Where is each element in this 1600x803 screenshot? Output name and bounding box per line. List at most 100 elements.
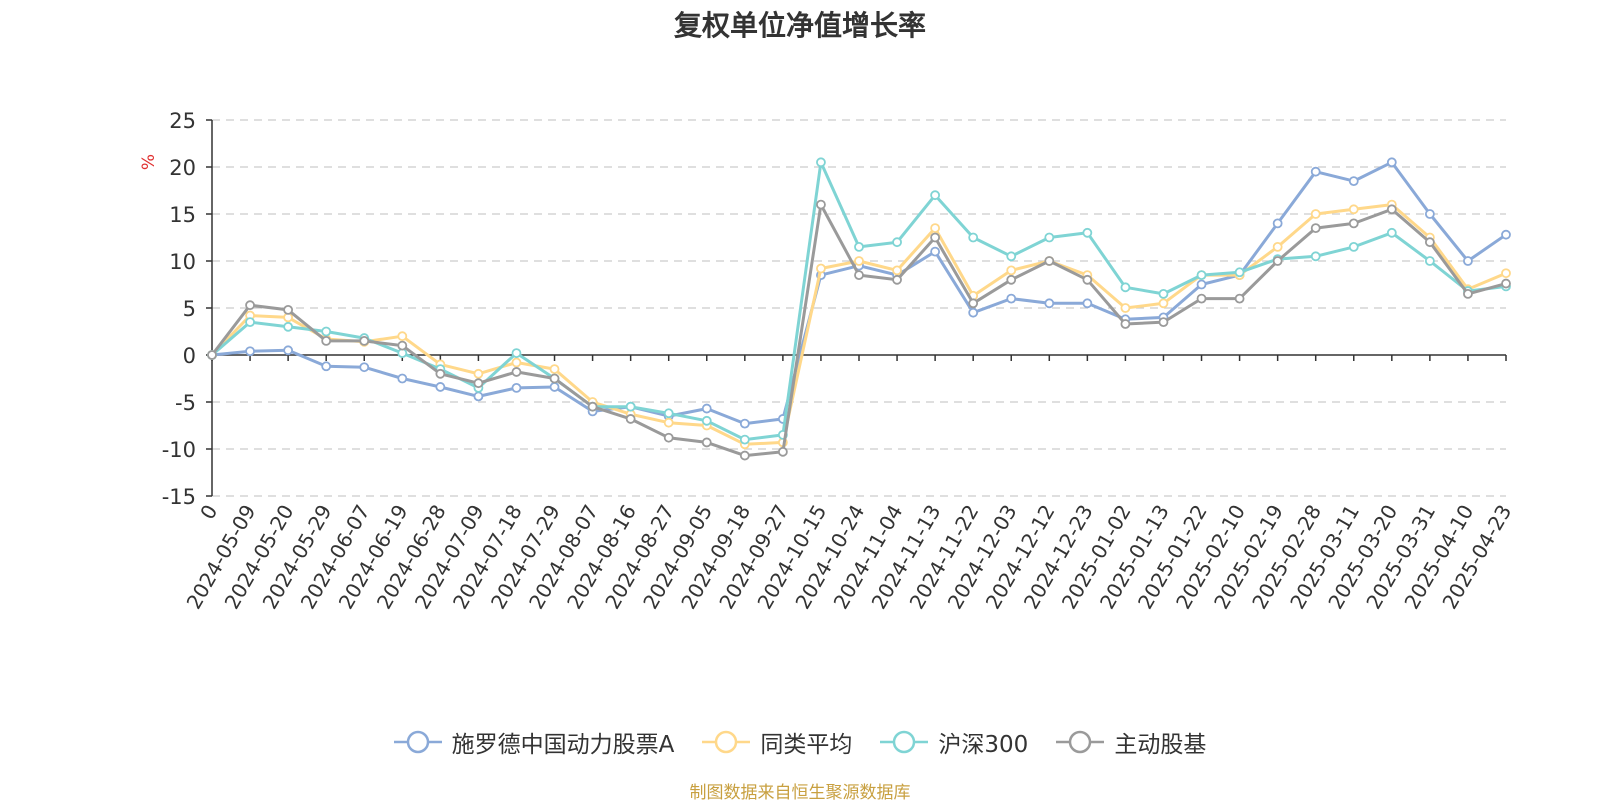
legend-marker-circle [406, 730, 429, 754]
data-point [1348, 204, 1359, 215]
data-point [1120, 303, 1131, 313]
data-point [473, 378, 484, 389]
legend: 施罗德中国动力股票A 同类平均 沪深300 主动股基 [0, 722, 1600, 762]
data-point [1501, 229, 1511, 240]
data-point [397, 340, 408, 351]
data-point [625, 401, 636, 412]
data-point [816, 263, 826, 274]
data-point [701, 437, 712, 448]
data-point [511, 382, 522, 393]
data-point [1120, 319, 1131, 329]
data-point [968, 298, 979, 309]
data-point [511, 357, 522, 368]
legend-item-active[interactable]: 主动股基 [1056, 725, 1206, 759]
y-tick-label: -10 [162, 438, 196, 462]
legend-label: 施罗德中国动力股票A [451, 732, 675, 758]
data-point [549, 364, 560, 375]
x-tick-label: 0 [195, 501, 222, 524]
data-point [816, 199, 826, 210]
data-point [663, 408, 674, 419]
series-peer [207, 199, 1511, 450]
series-line [210, 203, 1507, 446]
y-tick-label: 5 [183, 297, 196, 321]
data-point [968, 307, 979, 318]
data-point [930, 246, 941, 257]
legend-item-peer[interactable]: 同类平均 [702, 725, 852, 759]
data-point [930, 190, 941, 201]
legend-label: 同类平均 [760, 732, 853, 758]
data-point [1272, 218, 1283, 229]
data-point [739, 434, 750, 445]
data-point [1272, 256, 1283, 266]
data-point [1348, 218, 1359, 229]
data-point [854, 241, 864, 252]
data-point [245, 346, 255, 357]
legend-marker-circle [1069, 730, 1092, 754]
data-point [1272, 241, 1283, 252]
legend-marker-icon [702, 730, 751, 754]
legend-marker-icon [1056, 730, 1105, 754]
data-point [1501, 268, 1511, 279]
data-point [1310, 251, 1321, 262]
data-point [1234, 267, 1245, 278]
data-point [245, 300, 255, 311]
data-point [1463, 256, 1473, 266]
y-tick-label: 15 [169, 203, 196, 227]
y-tick-label: 25 [169, 109, 196, 133]
data-point [359, 335, 370, 346]
data-point [930, 232, 941, 243]
legend-marker-circle [715, 730, 738, 754]
data-point [816, 157, 826, 168]
data-point [1424, 209, 1435, 219]
data-point [1348, 176, 1359, 187]
legend-marker-icon [880, 730, 929, 754]
data-point [435, 382, 446, 392]
data-point [1082, 298, 1093, 309]
data-point [930, 223, 941, 234]
data-point [1158, 317, 1169, 328]
data-point [777, 446, 788, 457]
series-line [211, 160, 1507, 426]
data-point [1196, 293, 1207, 304]
data-point [854, 270, 864, 281]
data-point [701, 415, 712, 426]
data-point [1006, 293, 1017, 304]
data-point [397, 331, 408, 342]
data-point [1082, 274, 1093, 285]
data-point [1044, 298, 1055, 309]
data-point [739, 418, 750, 429]
data-point [1310, 223, 1321, 234]
data-point [587, 401, 598, 412]
data-point [549, 373, 560, 384]
legend-label: 主动股基 [1114, 732, 1207, 758]
data-point [1196, 270, 1207, 281]
y-axis-unit: % [139, 154, 159, 170]
data-point [968, 232, 979, 243]
data-point [1006, 274, 1017, 285]
data-point [1424, 256, 1435, 266]
data-point [283, 321, 294, 332]
data-point [435, 368, 446, 379]
data-point [473, 391, 484, 402]
y-tick-label: 20 [169, 156, 196, 180]
y-tick-label: -5 [175, 391, 196, 415]
legend-item-index[interactable]: 沪深300 [880, 725, 1028, 759]
data-point [1196, 279, 1207, 290]
data-point [1158, 298, 1169, 309]
legend-marker-icon [393, 730, 442, 754]
legend-item-fund[interactable]: 施罗德中国动力股票A [393, 725, 675, 759]
data-point [854, 256, 864, 266]
data-point [1501, 278, 1511, 289]
data-point [1386, 157, 1397, 168]
data-point [663, 432, 674, 443]
data-source-note: 制图数据来自恒生聚源数据库 [689, 783, 911, 803]
data-point [1424, 237, 1435, 248]
y-tick-label: 10 [169, 250, 196, 274]
data-point [207, 350, 217, 360]
data-point [739, 450, 750, 461]
data-point [892, 265, 902, 276]
data-point [397, 373, 408, 384]
data-point [511, 367, 522, 377]
data-point [283, 345, 294, 356]
